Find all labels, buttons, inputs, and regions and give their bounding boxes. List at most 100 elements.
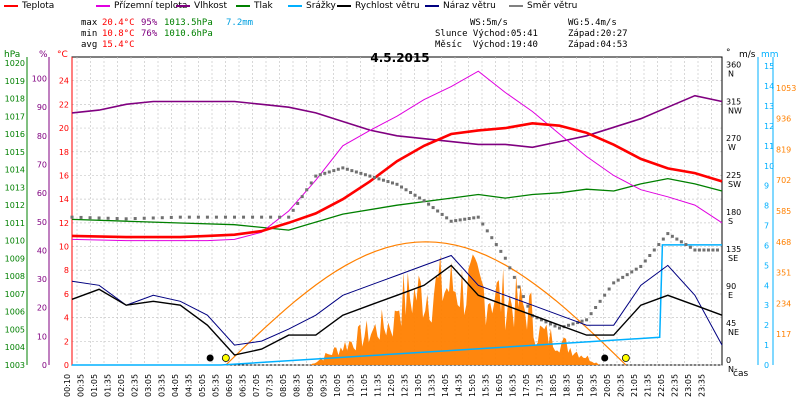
wind-dir-point xyxy=(106,216,110,220)
legend-item-2: Vlhkost xyxy=(176,1,227,11)
wind-dir-point xyxy=(598,299,602,303)
tick-time: 14:05 xyxy=(441,374,450,397)
legend-swatch xyxy=(288,4,302,7)
tick-mm: 234 xyxy=(776,299,791,308)
wind-dir-point xyxy=(381,178,385,182)
legend-label: Rychlost větru xyxy=(355,1,420,11)
tick-ms: 11 xyxy=(764,142,774,151)
tick-temp: 22 xyxy=(59,100,69,109)
tick-dir: 45 xyxy=(726,319,736,328)
tick-time: 19:35 xyxy=(590,374,599,397)
axis-temp-unit: °C xyxy=(57,50,68,60)
tick-temp: 12 xyxy=(59,219,69,228)
wind-dir-point xyxy=(585,318,589,322)
wind-dir-point xyxy=(589,312,593,316)
stats-rain: 7.2mm xyxy=(226,18,254,28)
wind-dir-point xyxy=(490,236,494,240)
chart-title: 4.5.2015 xyxy=(370,51,429,65)
wind-dir-point xyxy=(652,248,656,252)
sun-marker-icon xyxy=(621,354,630,362)
wind-dir-point xyxy=(661,237,665,241)
tick-ms: 5 xyxy=(764,261,769,270)
wind-dir-point xyxy=(422,199,426,203)
tick-time: 07:35 xyxy=(266,374,275,397)
legend-label: Přízemní teplota xyxy=(114,1,188,11)
tick-temp: 4 xyxy=(64,314,69,323)
tick-hpa: 1015 xyxy=(5,148,25,157)
wind-dir-point xyxy=(413,193,417,197)
moon-marker-icon xyxy=(601,354,609,362)
tick-ms: 15 xyxy=(764,62,774,71)
tick-pct: 50 xyxy=(37,218,47,227)
tick-time: 04:05 xyxy=(171,374,180,397)
stats-min-label: min xyxy=(81,29,98,39)
tick-ms: 7 xyxy=(764,222,769,231)
wind-dir-point xyxy=(395,182,399,186)
tick-time: 02:05 xyxy=(117,374,126,397)
tick-time: 21:05 xyxy=(630,374,639,397)
wind-dir-point xyxy=(332,169,336,173)
wind-dir-point xyxy=(445,216,449,220)
tick-dir: 270 xyxy=(726,134,741,143)
wind-dir-point xyxy=(558,326,561,330)
wind-dir-point xyxy=(409,191,413,195)
stats-max-label: max xyxy=(81,18,98,28)
tick-time: 22:05 xyxy=(657,374,666,397)
tick-time: 17:05 xyxy=(522,374,531,397)
legend-item-4: Srážky xyxy=(288,1,336,11)
wind-dir-point xyxy=(499,249,503,253)
tick-hpa: 1005 xyxy=(5,325,25,334)
wind-dir-point xyxy=(684,243,688,247)
tick-pct: 90 xyxy=(37,103,47,112)
tick-time: 15:05 xyxy=(468,374,477,397)
tick-ms: 6 xyxy=(764,241,769,250)
wind-dir-point xyxy=(494,243,498,247)
wind-dir-point xyxy=(133,217,137,221)
tick-time: 02:35 xyxy=(131,374,140,397)
wind-dir-point xyxy=(196,215,200,219)
tick-dir-name: W xyxy=(728,143,736,152)
tick-ms: 8 xyxy=(764,202,769,211)
wind-dir-point xyxy=(485,229,489,233)
tick-mm: 117 xyxy=(776,330,791,339)
stats-min-hum: 76% xyxy=(141,29,158,39)
wind-dir-point xyxy=(223,215,227,219)
series-wind-gust xyxy=(71,254,723,346)
legend-item-6: Náraz větru xyxy=(425,1,496,11)
stats-sun: Slunce Východ:05:41 xyxy=(435,29,538,39)
stats-moon: Měsíc Východ:19:40 xyxy=(435,40,538,50)
tick-pct: 100 xyxy=(32,75,47,84)
tick-hpa: 1012 xyxy=(5,201,25,210)
wind-dir-point xyxy=(431,206,435,210)
wind-dir-point xyxy=(151,216,155,220)
tick-time: 22:35 xyxy=(671,374,680,397)
tick-dir: 315 xyxy=(726,97,741,106)
wind-dir-point xyxy=(697,248,701,252)
wind-dir-point xyxy=(472,216,476,220)
tick-temp: 16 xyxy=(59,171,69,180)
wind-dir-point xyxy=(553,324,557,328)
tick-mm: 351 xyxy=(776,269,791,278)
tick-hpa: 1004 xyxy=(5,343,25,352)
wind-dir-point xyxy=(305,188,309,192)
wind-dir-point xyxy=(539,318,543,322)
tick-dir: 135 xyxy=(726,245,741,254)
tick-ms: 10 xyxy=(764,162,774,171)
tick-ms: 9 xyxy=(764,182,769,191)
wind-dir-point xyxy=(354,170,358,174)
wind-dir-point xyxy=(400,185,404,189)
legend-swatch xyxy=(425,4,439,7)
stats-min-temp: 10.8°C xyxy=(102,29,135,39)
tick-ms: 2 xyxy=(764,321,769,330)
tick-time: 00:35 xyxy=(77,374,86,397)
legend-item-3: Tlak xyxy=(236,1,273,11)
wind-dir-point xyxy=(187,215,191,219)
stats-sun-set: Západ:20:27 xyxy=(568,29,628,39)
axis-hpa-unit: hPa xyxy=(4,50,20,60)
moon-marker-icon xyxy=(206,354,214,362)
wind-dir-point xyxy=(278,215,282,219)
tick-hpa: 1008 xyxy=(5,272,25,281)
wind-dir-point xyxy=(169,215,173,219)
tick-hpa: 1013 xyxy=(5,183,25,192)
wind-dir-point xyxy=(688,245,692,249)
